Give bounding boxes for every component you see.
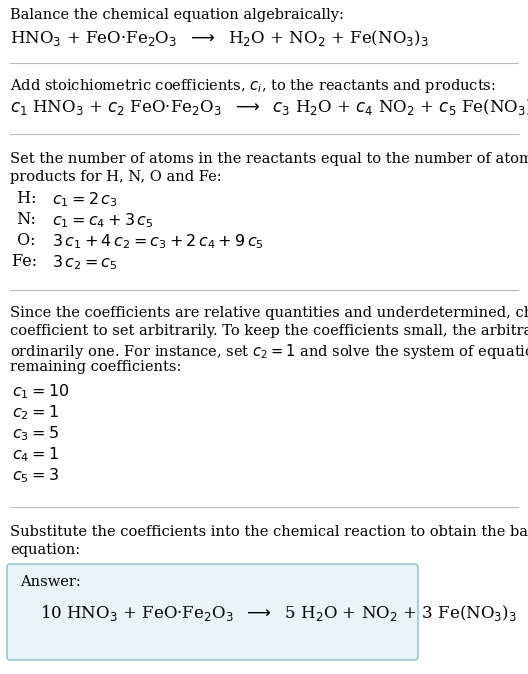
- Text: Substitute the coefficients into the chemical reaction to obtain the balanced: Substitute the coefficients into the che…: [10, 525, 528, 539]
- Text: products for H, N, O and Fe:: products for H, N, O and Fe:: [10, 170, 222, 184]
- Text: coefficient to set arbitrarily. To keep the coefficients small, the arbitrary va: coefficient to set arbitrarily. To keep …: [10, 324, 528, 338]
- Text: remaining coefficients:: remaining coefficients:: [10, 360, 182, 374]
- Text: Since the coefficients are relative quantities and underdetermined, choose a: Since the coefficients are relative quan…: [10, 306, 528, 320]
- Text: Fe:: Fe:: [12, 253, 42, 270]
- Text: 10 HNO$_3$ + FeO·Fe$_2$O$_3$  $\longrightarrow$  5 H$_2$O + NO$_2$ + 3 Fe(NO$_3$: 10 HNO$_3$ + FeO·Fe$_2$O$_3$ $\longright…: [40, 603, 517, 623]
- Text: N:: N:: [12, 211, 41, 228]
- Text: $c_1 = c_4 + 3\,c_5$: $c_1 = c_4 + 3\,c_5$: [52, 211, 154, 230]
- Text: $c_5 = 3$: $c_5 = 3$: [12, 466, 59, 485]
- Text: $3\,c_2 = c_5$: $3\,c_2 = c_5$: [52, 253, 118, 272]
- Text: $c_4 = 1$: $c_4 = 1$: [12, 445, 59, 464]
- Text: $c_1 = 2\,c_3$: $c_1 = 2\,c_3$: [52, 190, 118, 209]
- Text: O:: O:: [12, 232, 41, 249]
- FancyBboxPatch shape: [7, 564, 418, 660]
- Text: ordinarily one. For instance, set $c_2 = 1$ and solve the system of equations fo: ordinarily one. For instance, set $c_2 =…: [10, 342, 528, 361]
- Text: H:: H:: [12, 190, 42, 207]
- Text: $c_2 = 1$: $c_2 = 1$: [12, 403, 59, 422]
- Text: $c_3 = 5$: $c_3 = 5$: [12, 424, 59, 443]
- Text: $c_1$ HNO$_3$ + $c_2$ FeO·Fe$_2$O$_3$  $\longrightarrow$  $c_3$ H$_2$O + $c_4$ N: $c_1$ HNO$_3$ + $c_2$ FeO·Fe$_2$O$_3$ $\…: [10, 97, 528, 117]
- Text: $3\,c_1 + 4\,c_2 = c_3 + 2\,c_4 + 9\,c_5$: $3\,c_1 + 4\,c_2 = c_3 + 2\,c_4 + 9\,c_5…: [52, 232, 264, 251]
- Text: Answer:: Answer:: [20, 575, 81, 589]
- Text: $c_1 = 10$: $c_1 = 10$: [12, 382, 69, 401]
- Text: equation:: equation:: [10, 543, 80, 557]
- Text: Balance the chemical equation algebraically:: Balance the chemical equation algebraica…: [10, 8, 344, 22]
- Text: Set the number of atoms in the reactants equal to the number of atoms in the: Set the number of atoms in the reactants…: [10, 152, 528, 166]
- Text: HNO$_3$ + FeO·Fe$_2$O$_3$  $\longrightarrow$  H$_2$O + NO$_2$ + Fe(NO$_3$)$_3$: HNO$_3$ + FeO·Fe$_2$O$_3$ $\longrightarr…: [10, 28, 429, 48]
- Text: Add stoichiometric coefficients, $c_i$, to the reactants and products:: Add stoichiometric coefficients, $c_i$, …: [10, 77, 496, 95]
